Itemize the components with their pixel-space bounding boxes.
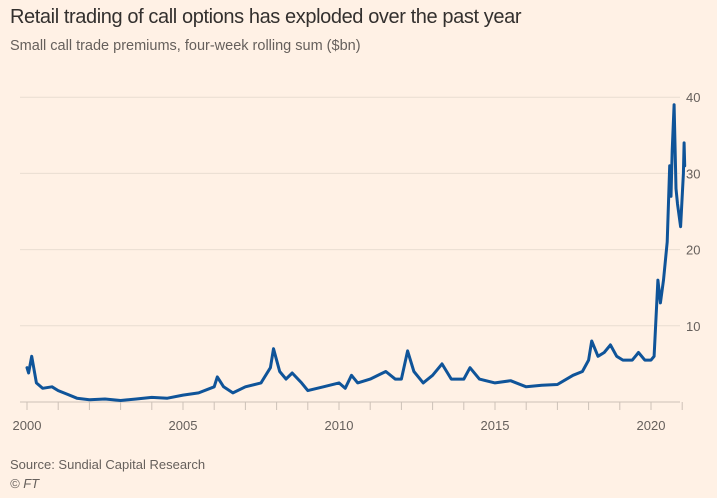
y-tick-label: 20 bbox=[686, 243, 700, 258]
x-tick-label: 2015 bbox=[481, 418, 510, 433]
y-tick-label: 30 bbox=[686, 166, 700, 181]
series-line bbox=[25, 103, 687, 402]
x-tick-label: 2020 bbox=[637, 418, 666, 433]
copyright: © FT bbox=[10, 476, 40, 491]
chart-subtitle: Small call trade premiums, four-week rol… bbox=[10, 38, 361, 54]
x-tick-label: 2010 bbox=[325, 418, 354, 433]
x-tick-label: 2005 bbox=[169, 418, 198, 433]
y-tick-label: 40 bbox=[686, 90, 700, 105]
source-note: Source: Sundial Capital Research bbox=[10, 457, 206, 472]
y-tick-label: 10 bbox=[686, 319, 700, 334]
chart-title: Retail trading of call options has explo… bbox=[10, 6, 522, 28]
x-tick-label: 2000 bbox=[13, 418, 42, 433]
